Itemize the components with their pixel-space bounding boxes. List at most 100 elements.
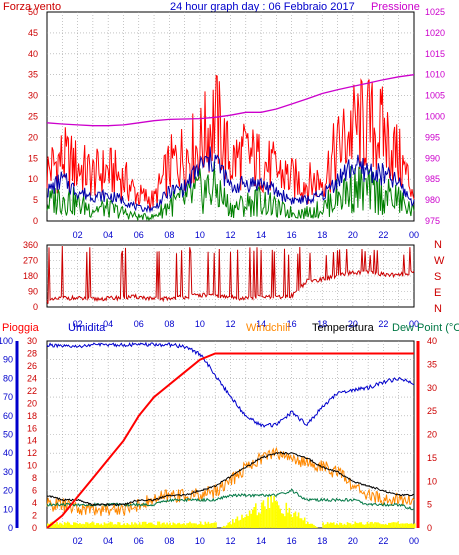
windchill-line xyxy=(46,446,415,517)
rain-rate-bar xyxy=(314,526,317,528)
rain-rate-bar xyxy=(100,523,103,528)
rain-rate-bar xyxy=(203,524,205,528)
rain-total-line xyxy=(46,352,414,529)
wind-direction-line xyxy=(46,245,415,304)
rain-rate-bar xyxy=(149,522,152,528)
temperature-tick-label: 30 xyxy=(427,383,437,393)
right-tick-label: 975 xyxy=(425,216,440,226)
rain-rate-bar xyxy=(349,523,352,528)
rain-rate-bar xyxy=(57,524,60,528)
rain-rate-bar xyxy=(386,524,389,528)
rain-rate-bar xyxy=(138,522,141,528)
rain-rate-bar xyxy=(206,523,208,528)
rain-rate-bar xyxy=(238,520,240,528)
rain-tick-label: 20 xyxy=(27,398,37,408)
x-tick-label: 02 xyxy=(73,319,83,329)
x-tick-label: 00 xyxy=(409,230,419,240)
rain-rate-bar xyxy=(47,523,49,528)
rain-rate-bar xyxy=(170,525,173,528)
rain-rate-bar xyxy=(398,523,401,528)
rain-rate-bar xyxy=(125,525,127,528)
left-tick-label: 45 xyxy=(28,28,38,38)
rain-rate-bar xyxy=(199,521,202,528)
rain-rate-bar xyxy=(299,518,301,528)
rain-rate-bar xyxy=(131,522,133,528)
wind-strength-label: Forza vento xyxy=(3,1,61,13)
rain-rate-bar xyxy=(329,522,332,528)
rain-rate-bar xyxy=(284,516,286,528)
rain-rate-bar xyxy=(265,509,268,528)
rain-rate-bar xyxy=(397,521,399,528)
rain-rate-bar xyxy=(77,524,80,528)
rain-rate-bar xyxy=(331,522,333,528)
humidity-tick-label: 50 xyxy=(3,430,13,440)
x-tick-label: 20 xyxy=(348,319,358,329)
rain-rate-bar xyxy=(285,502,288,528)
x-tick-label: 14 xyxy=(256,319,266,329)
rain-rate-bar xyxy=(256,515,259,528)
rain-rate-bar xyxy=(363,524,366,528)
rain-rate-bar xyxy=(68,522,70,528)
rain-rate-bar xyxy=(328,523,330,528)
rain-rate-bar xyxy=(144,521,147,528)
rain-rate-bar xyxy=(288,507,291,528)
rain-rate-bar xyxy=(186,523,188,528)
rain-rate-bar xyxy=(108,522,110,528)
rain-rate-bar xyxy=(92,522,95,528)
left-tick-label: 30 xyxy=(28,91,38,101)
rain-rate-bar xyxy=(290,514,292,528)
temperature-tick-label: 10 xyxy=(427,476,437,486)
rain-tick-label: 8 xyxy=(32,473,37,483)
rain-rate-bar xyxy=(250,513,252,528)
rain-rate-bar xyxy=(180,524,182,528)
rain-rate-bar xyxy=(380,524,382,528)
rain-rate-bar xyxy=(209,523,211,528)
rain-rate-bar xyxy=(404,523,407,528)
rain-rate-bar xyxy=(307,521,309,528)
rain-tick-label: 30 xyxy=(27,336,37,346)
rain-rate-bar xyxy=(54,523,57,528)
humidity-tick-label: 70 xyxy=(3,392,13,402)
rain-rate-bar xyxy=(253,507,255,528)
rain-rate-bar xyxy=(163,522,165,528)
rain-rate-bar xyxy=(177,523,179,528)
rain-tick-label: 12 xyxy=(27,448,37,458)
rain-rate-bar xyxy=(137,524,139,528)
rain-rate-bar xyxy=(262,500,265,528)
pressure-label: Pressione xyxy=(371,1,420,13)
rain-rate-bar xyxy=(94,524,96,528)
rain-tick-label: 2 xyxy=(32,511,37,521)
rain-rate-bar xyxy=(157,521,159,528)
left-tick-label: 25 xyxy=(28,112,38,122)
rain-rate-bar xyxy=(388,522,390,528)
rain-rate-bar xyxy=(261,502,263,528)
rain-rate-bar xyxy=(83,524,86,528)
x-tick-label: 10 xyxy=(195,230,205,240)
rain-rate-bar xyxy=(303,517,306,528)
rain-rate-bar xyxy=(128,524,130,528)
rain-rate-bar xyxy=(164,524,167,528)
humidity-tick-label: 0 xyxy=(8,523,13,533)
rain-rate-bar xyxy=(103,522,106,528)
x-tick-label: 20 xyxy=(348,536,358,546)
rain-rate-bar xyxy=(207,521,210,528)
rain-tick-label: 24 xyxy=(27,373,37,383)
rain-rate-bar xyxy=(213,522,216,528)
rain-rate-bar xyxy=(369,522,372,528)
rain-rate-bar xyxy=(355,522,358,528)
rain-rate-bar xyxy=(271,502,274,528)
x-tick-label: 10 xyxy=(195,536,205,546)
x-tick-label: 12 xyxy=(225,230,235,240)
rain-rate-bar xyxy=(154,525,156,528)
rain-rate-bar xyxy=(65,523,67,528)
wind-average-line xyxy=(46,146,415,214)
rain-rate-bar xyxy=(357,523,359,528)
rain-rate-bar xyxy=(316,527,318,528)
rain-rate-bar xyxy=(334,524,337,528)
rain-tick-label: 4 xyxy=(32,498,37,508)
rain-rate-bar xyxy=(352,524,355,528)
rain-rate-bar xyxy=(221,527,223,528)
rain-rate-bar xyxy=(82,523,84,528)
left-tick-label: 35 xyxy=(28,70,38,80)
rain-rate-bar xyxy=(111,522,113,528)
